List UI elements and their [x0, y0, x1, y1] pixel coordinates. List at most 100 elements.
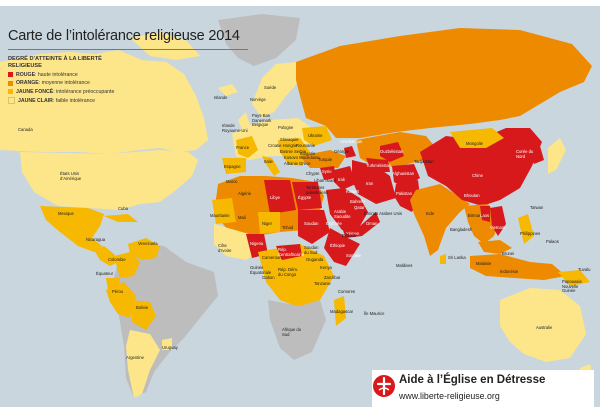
label-koweit: Koweït	[346, 189, 359, 194]
label-equateur: Équateur	[96, 271, 113, 276]
legend-desc-dark-yellow: : intolérance préoccupante	[53, 88, 115, 95]
label-palestine: Territoires palestiniens	[306, 185, 329, 195]
label-congo: Rép. Dém. du Congo	[278, 267, 299, 277]
horn-shape	[324, 228, 360, 266]
spain-shape	[222, 158, 246, 174]
label-palaos: Palaos	[546, 239, 559, 244]
label-philippines: Philippines	[520, 231, 541, 236]
label-birmanie: Birmanie	[468, 213, 485, 218]
italy-shape	[262, 156, 280, 176]
label-venezuela: Venezuela	[138, 241, 158, 246]
label-pologne: Pologne	[278, 125, 294, 130]
uruguay-shape	[162, 338, 172, 350]
azerbaijan-shape	[344, 146, 356, 158]
label-mexique: Mexique	[58, 211, 74, 216]
canada-shape	[0, 50, 208, 154]
niger-shape	[258, 212, 280, 234]
iran-shape	[352, 160, 396, 204]
legend-level-red: ROUGE	[16, 71, 36, 78]
china-shape	[420, 128, 542, 206]
title-divider	[8, 49, 248, 50]
iraq-shape	[334, 166, 356, 190]
egypt-shape	[292, 182, 322, 210]
label-bulgarie: Bulgarie	[300, 151, 316, 156]
label-afriquesud: Afrique du Sud	[282, 327, 302, 337]
label-suede: Suède	[264, 85, 277, 90]
label-indonesie: Indonésie	[500, 269, 519, 274]
label-iran: Iran	[366, 181, 374, 186]
label-madagascar: Madagascar	[330, 309, 354, 314]
laos-shape	[480, 206, 490, 222]
legend-item-light-yellow: JAUNE CLAIR : faible intolérance	[8, 97, 128, 104]
label-tadjikistan: Tadjikistan	[414, 159, 434, 164]
label-paysbas: Pays-Bas Danemark Belgique	[252, 113, 272, 128]
mongolia-shape	[450, 128, 504, 148]
label-gabon: Gabon	[262, 275, 275, 280]
legend: DEGRÉ D’ATTEINTE À LA LIBERTÉ RELIGIEUSE…	[8, 56, 128, 104]
label-islande: Islande	[214, 95, 228, 100]
label-chine: Chine	[472, 173, 483, 178]
japan-shape	[548, 138, 566, 174]
brand-url[interactable]: www.liberte-religieuse.org	[399, 391, 500, 401]
brand-block: Aide à l’Église en Détresse www.liberte-…	[372, 370, 594, 408]
cross-logo-icon	[373, 375, 395, 397]
label-pakistan: Pakistan	[396, 191, 413, 196]
central-america-shape	[94, 246, 118, 266]
label-soudan: Soudan	[304, 221, 319, 226]
label-brunei: Brunei	[502, 251, 515, 256]
label-zanzibar: Zanzibar	[324, 275, 341, 280]
label-coree: Corée du Nord	[516, 149, 534, 159]
vietnam-shape	[490, 206, 506, 236]
legend-desc-light-yellow: : faible intolérance	[52, 97, 95, 104]
legend-swatch-dark-yellow	[8, 89, 13, 94]
label-somalie: Somalie	[346, 253, 362, 258]
label-georgie: Géorgie	[334, 149, 349, 154]
uzbekistan-shape	[380, 142, 404, 162]
korea-shape	[530, 146, 544, 164]
sudan-shape	[298, 210, 330, 244]
label-irak: Irak	[338, 177, 345, 182]
label-maurice: Île Maurice	[364, 311, 385, 316]
label-qatar: Qatar	[354, 205, 365, 210]
label-ethiopie: Éthiopie	[330, 243, 346, 248]
label-mali: Mali	[238, 215, 246, 220]
mauritania-shape	[212, 198, 236, 224]
map-title: Carte de l’intolérance religieuse 2014	[8, 28, 240, 44]
label-png: Papouasie Nouvelle Guinée	[562, 279, 582, 294]
label-mauritanie: Mauritanie	[210, 213, 230, 218]
russia-shape	[296, 28, 592, 138]
greenland-shape	[218, 14, 300, 66]
label-bahrein: Bahreïn	[350, 199, 365, 204]
label-malaisie: Malaisie	[476, 261, 492, 266]
label-afghanistan: Afghanistan	[392, 171, 415, 176]
label-arabie: Arabie Saoudite	[334, 209, 351, 219]
label-croatie: Croatie Hongrie	[268, 143, 298, 148]
label-bhoutan: Bhoutan	[464, 193, 480, 198]
madagascar-shape	[334, 296, 346, 326]
venezuela-shape	[128, 238, 160, 260]
label-irlande: Irlande Royaume-Uni	[222, 123, 248, 133]
france-shape	[236, 136, 258, 158]
turkey-shape	[300, 150, 346, 168]
canada-islands	[130, 32, 200, 60]
label-syrie: Syrie	[322, 169, 332, 174]
label-turkmenistan: Turkménistan	[366, 163, 392, 168]
label-emirats: Émirats Arabes Unis	[364, 211, 402, 216]
label-espagne: Espagne	[224, 164, 241, 169]
indonesia-shape	[470, 254, 566, 280]
label-ouganda: Ouganda	[306, 257, 324, 262]
label-kosovo: Kosovo Macédoine	[284, 155, 320, 160]
label-comores: Comores	[338, 289, 355, 294]
label-italie: Italie	[264, 159, 273, 164]
syria-shape	[320, 166, 336, 180]
car-shape	[276, 244, 302, 260]
west-africa-shape	[214, 224, 262, 260]
label-tchad: Tchad	[282, 225, 294, 230]
label-oman: Oman	[366, 221, 378, 226]
cuba-shape	[104, 214, 138, 222]
australia-shape	[500, 288, 586, 362]
legend-level-dark-yellow: JAUNE FONCÉ	[16, 88, 54, 95]
bolivia-shape	[132, 300, 156, 330]
